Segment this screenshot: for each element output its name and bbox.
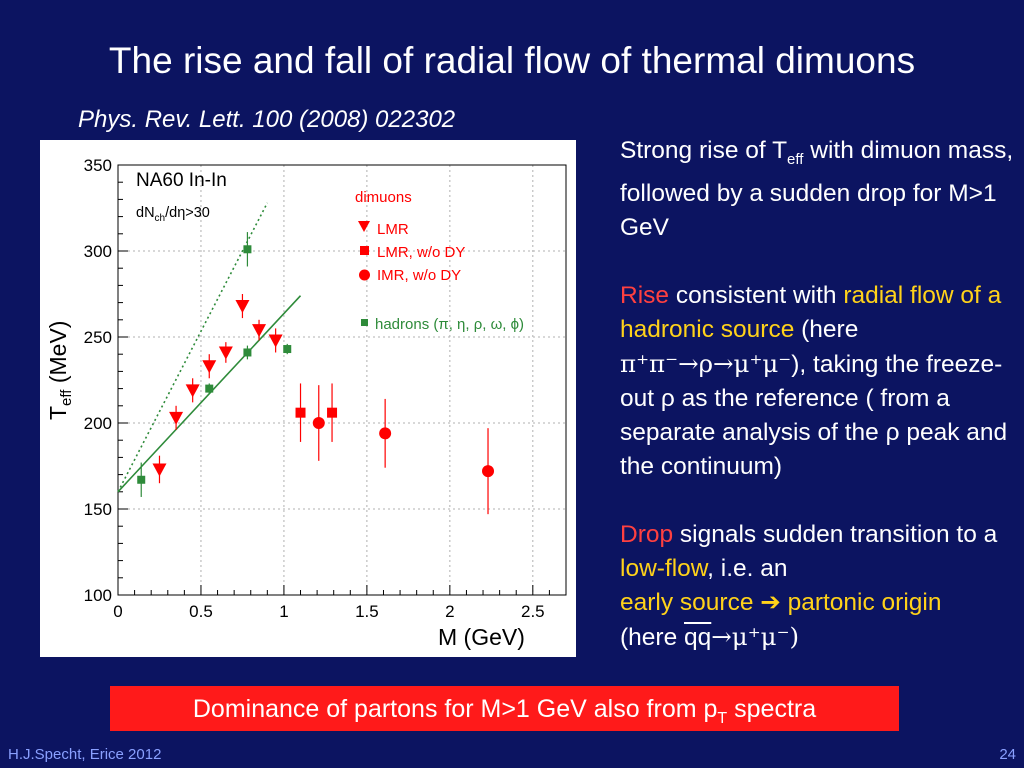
data-points [137,232,495,515]
x-tick-label: 2 [445,602,454,621]
legend-title: dimuons [355,189,412,206]
hadron-point [243,245,252,254]
author-footer: H.J.Specht, Erice 2012 [8,746,162,763]
y-tick-label: 200 [84,414,112,433]
legend-marker-hadrons [361,319,368,326]
lmr-point [169,411,184,425]
imr-point [379,427,392,440]
grid [117,164,566,596]
x-tick-label: 2.5 [521,602,545,621]
hadron-point [243,348,252,357]
legend: LMR LMR, w/o DY IMR, w/o DY hadrons (π, … [358,221,524,333]
plot-frame [117,164,567,596]
axis-ticks: 0 0.5 1 1.5 2 2.5 100 150 200 250 300 350 [84,156,550,621]
x-tick-label: 1 [279,602,288,621]
lmr-wo-dy-point [327,407,338,418]
legend-label-lmr-wo-dy: LMR, w/o DY [377,244,465,261]
lmr-point [152,463,167,477]
observation-paragraph: Strong rise of Teff with dimuon mass, fo… [620,137,1014,241]
fit-lines [117,202,302,493]
rise-paragraph: Rise consistent with radial flow of a ha… [620,281,1008,480]
lmr-point [252,324,267,338]
chart-svg: 0 0.5 1 1.5 2 2.5 100 150 200 250 300 350 NA60 In-I… [45,156,567,650]
lmr-point [202,360,217,374]
legend-marker-lmr [358,221,370,232]
extrapolated-fit-line [117,202,269,493]
x-tick-label: 1.5 [355,602,379,621]
y-tick-label: 100 [84,586,112,605]
legend-label-lmr: LMR [377,221,409,238]
linear-fit-line [117,295,302,493]
x-axis-label: M (GeV) [438,624,525,650]
y-axis-label: Teff (MeV) [45,321,75,420]
slide-title: The rise and fall of radial flow of ther… [108,40,916,81]
legend-label-hadrons: hadrons (π, η, ρ, ω, ϕ) [375,316,524,333]
lmr-wo-dy-point [295,407,306,418]
y-tick-label: 300 [84,242,112,261]
teff-vs-mass-plot: 0 0.5 1 1.5 2 2.5 100 150 200 250 300 350 NA60 In-I… [40,140,576,657]
page-number: 24 [999,746,1016,763]
system-label: NA60 In-In [136,170,227,191]
y-tick-label: 350 [84,156,112,175]
conclusion-banner: Dominance of partons for M>1 GeV also fr… [110,686,899,731]
lmr-point [268,334,283,348]
lmr-point [218,346,233,360]
y-tick-label: 250 [84,328,112,347]
hadron-point [205,384,214,393]
imr-point [482,465,495,478]
lmr-point [235,300,250,314]
drop-paragraph: Drop signals sudden transition to a low-… [620,520,998,651]
paper-reference: Phys. Rev. Lett. 100 (2008) 022302 [78,106,456,133]
hadron-point [283,345,292,354]
multiplicity-cut: dNch/dη>30 [136,205,210,224]
lmr-point [185,384,200,398]
explanation-text: Strong rise of Teff with dimuon mass, fo… [620,134,1020,689]
legend-label-imr: IMR, w/o DY [377,267,461,284]
x-tick-label: 0 [113,602,122,621]
hadron-point [137,475,146,484]
x-tick-label: 0.5 [189,602,213,621]
y-tick-label: 150 [84,500,112,519]
legend-marker-imr [359,269,370,281]
legend-marker-lmr-wo-dy [360,246,369,255]
imr-point [312,417,325,429]
